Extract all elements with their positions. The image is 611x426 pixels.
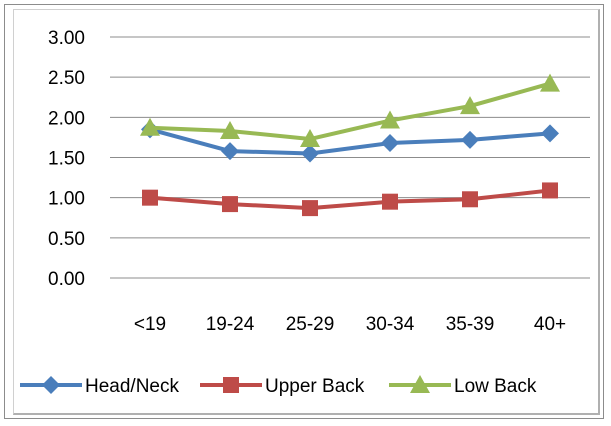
data-point	[142, 189, 158, 206]
x-tick-label: 19-24	[206, 314, 255, 335]
data-point	[221, 142, 239, 161]
x-tick-label: 25-29	[286, 314, 335, 335]
y-tick-label: 2.50	[48, 68, 85, 89]
legend-marker	[410, 375, 430, 393]
y-tick-label: 3.00	[48, 28, 85, 49]
series-line	[149, 81, 551, 142]
data-point	[222, 196, 238, 213]
data-point	[461, 130, 479, 149]
data-point	[380, 110, 400, 129]
data-point	[462, 191, 478, 208]
data-point	[460, 96, 480, 115]
legend-marker	[223, 377, 239, 393]
legend-item: Upper Back	[200, 376, 365, 397]
series-layer	[140, 73, 560, 217]
data-point	[541, 124, 559, 143]
data-point	[300, 129, 320, 148]
chart-frame-inner	[13, 9, 600, 415]
data-point	[542, 182, 558, 199]
y-tick-label: 1.50	[48, 149, 85, 170]
legend-label: Head/Neck	[85, 376, 179, 397]
y-tick-label: 0.50	[48, 229, 85, 250]
legend-label: Upper Back	[265, 376, 365, 397]
y-tick-label: 0.00	[48, 269, 85, 290]
data-point	[301, 144, 319, 163]
data-point	[140, 117, 160, 136]
x-tick-label: 35-39	[446, 314, 495, 335]
y-tick-label: 1.00	[48, 189, 85, 210]
data-point	[302, 200, 318, 217]
legend-item: Head/Neck	[20, 376, 179, 397]
gridlines	[110, 36, 590, 279]
x-tick-label: 40+	[534, 314, 566, 335]
y-tick-label: 2.00	[48, 108, 85, 129]
series-upper-back	[142, 182, 558, 217]
data-point	[220, 120, 240, 139]
legend-label: Low Back	[454, 376, 537, 397]
series-low-back	[140, 73, 560, 148]
x-tick-label: <19	[134, 314, 166, 335]
x-tick-label: 30-34	[366, 314, 415, 335]
data-point	[540, 73, 560, 92]
x-axis-labels: <19 19-24 25-29 30-34 35-39 40+	[134, 314, 566, 335]
data-point	[381, 134, 399, 153]
legend-item: Low Back	[389, 375, 537, 397]
series-head-neck	[141, 120, 559, 163]
series-line	[149, 188, 551, 211]
series-line	[149, 127, 551, 156]
y-axis-labels: 0.00 0.50 1.00 1.50 2.00 2.50 3.00	[48, 28, 85, 290]
legend: Head/Neck Upper Back Low Back	[20, 375, 537, 397]
data-point	[382, 193, 398, 210]
legend-marker	[42, 376, 60, 394]
